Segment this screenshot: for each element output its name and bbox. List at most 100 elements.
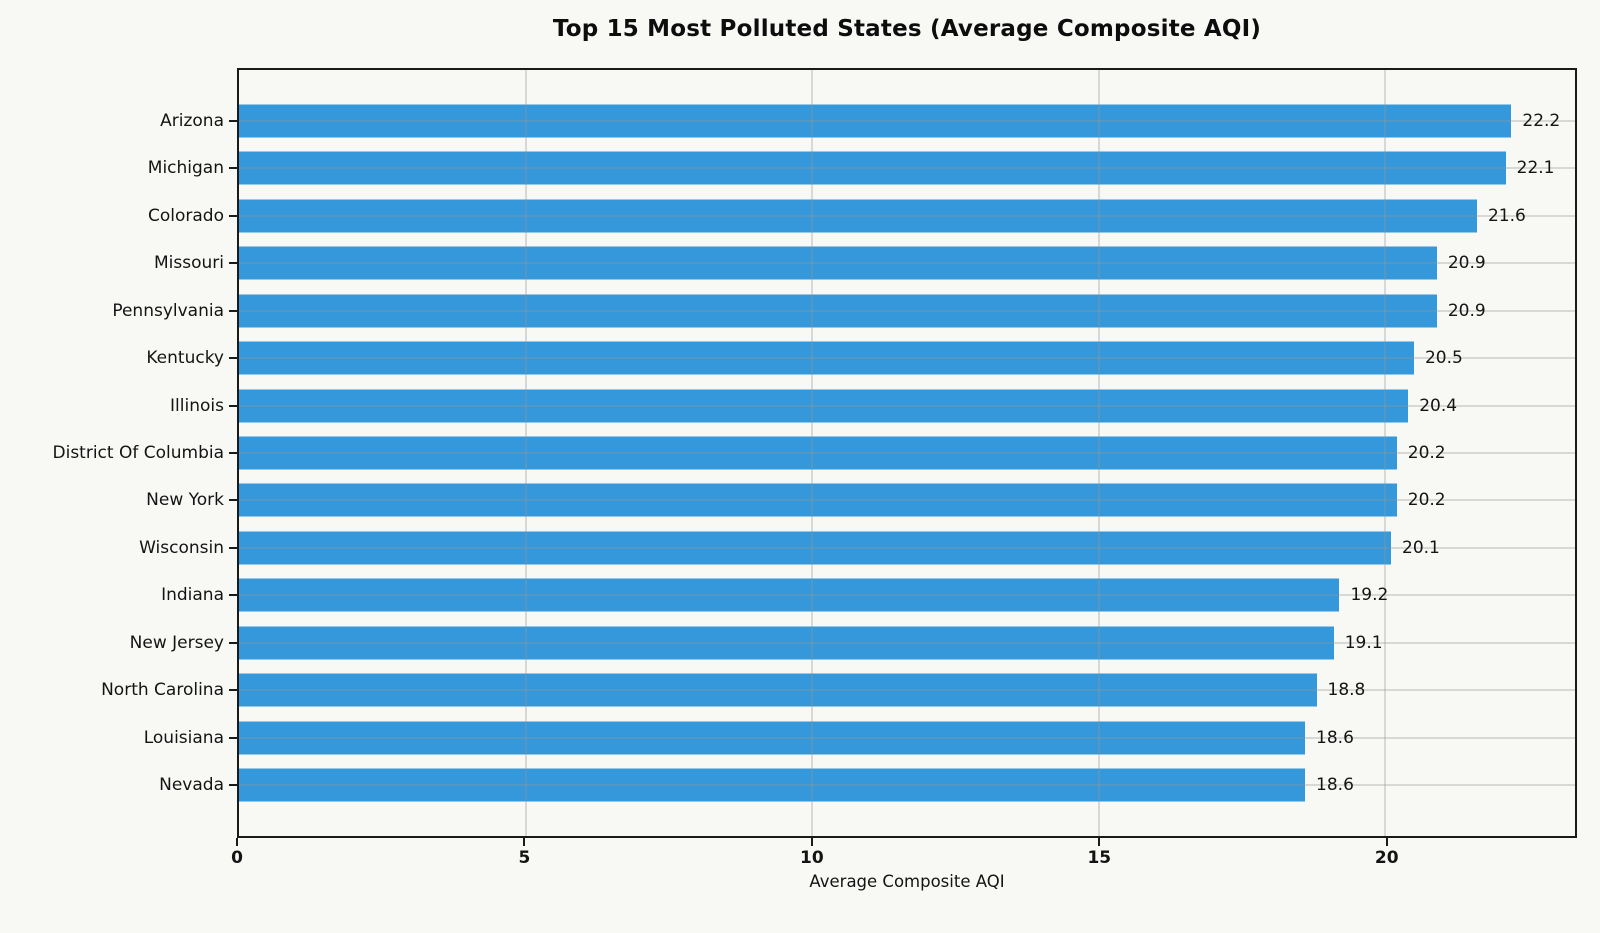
bar-row: Nevada 18.6 <box>159 762 1575 809</box>
bar-rows-container: Arizona 22.2 Michigan 22.1 Colorado 21.6… <box>53 70 1575 836</box>
horizontal-gridline <box>239 262 1575 265</box>
x-axis: 0 5 10 15 20 <box>231 838 1577 878</box>
bar-value-label: 18.6 <box>1316 727 1354 748</box>
bar-value-label: 20.2 <box>1407 443 1446 464</box>
bar <box>239 104 1512 138</box>
y-axis-category-label: Indiana <box>161 585 224 606</box>
y-axis-tick-mark <box>229 214 237 217</box>
y-axis-category-label: North Carolina <box>101 680 224 701</box>
horizontal-gridline <box>239 689 1575 692</box>
y-axis-category-label: Wisconsin <box>139 537 224 558</box>
bar-value-label: 20.1 <box>1402 537 1440 558</box>
x-axis-tick-mark <box>810 838 813 846</box>
y-axis-category-label: New York <box>146 490 224 511</box>
bar-value-label: 20.4 <box>1419 395 1458 416</box>
y-axis-tick-mark <box>229 784 237 787</box>
y-axis-tick-mark <box>229 546 237 549</box>
y-axis-tick-mark <box>229 452 237 455</box>
y-axis-category-label: Louisiana <box>143 727 224 748</box>
x-axis-tick-label: 15 <box>1087 848 1112 868</box>
y-axis-category-label: Missouri <box>154 253 224 274</box>
y-axis-category-label: New Jersey <box>129 632 224 653</box>
y-axis-category-label: Pennsylvania <box>112 300 224 321</box>
x-axis-tick-mark <box>1385 838 1388 846</box>
y-axis-category-label: Michigan <box>147 158 224 179</box>
x-axis-tick-label: 10 <box>800 848 824 868</box>
y-axis-tick-mark <box>229 499 237 502</box>
y-axis-tick-mark <box>229 309 237 312</box>
bar-row: Louisiana 18.6 <box>144 714 1575 761</box>
vertical-gridline <box>1097 70 1100 836</box>
y-axis-tick-mark <box>229 357 237 360</box>
horizontal-gridline <box>239 452 1575 455</box>
bar-row: Michigan 22.1 <box>148 144 1575 191</box>
plot-area: Arizona 22.2 Michigan 22.1 Colorado 21.6… <box>53 68 1577 838</box>
bar-row: Indiana 19.2 <box>161 572 1575 619</box>
x-axis-tick-label: 20 <box>1374 848 1399 868</box>
bar-row: Wisconsin 20.1 <box>139 524 1575 571</box>
bar-row: North Carolina 18.8 <box>101 667 1575 714</box>
y-axis-category-label: Kentucky <box>146 348 224 369</box>
horizontal-gridline <box>239 641 1575 644</box>
y-axis-category-label: Nevada <box>159 775 224 796</box>
bar-value-label: 20.5 <box>1424 348 1463 369</box>
y-axis-tick-mark <box>229 167 237 170</box>
bar-value-label: 18.6 <box>1316 775 1354 796</box>
vertical-gridline <box>524 70 527 836</box>
vertical-gridline <box>811 70 814 836</box>
horizontal-gridline <box>239 214 1575 217</box>
bar <box>239 721 1306 755</box>
bar <box>239 626 1334 660</box>
x-axis-label: Average Composite AQI <box>809 872 1005 891</box>
bar-row: Kentucky 20.5 <box>146 334 1575 381</box>
bar-row: District Of Columbia 20.2 <box>53 429 1575 476</box>
horizontal-gridline <box>239 309 1575 312</box>
y-axis-category-label: Colorado <box>148 205 224 226</box>
bar-value-label: 21.6 <box>1487 205 1526 226</box>
horizontal-gridline <box>239 167 1575 170</box>
bar-value-label: 20.9 <box>1447 253 1486 274</box>
horizontal-gridline <box>239 736 1575 739</box>
bar <box>239 768 1306 802</box>
bar <box>239 483 1397 517</box>
bar-value-label: 22.1 <box>1516 158 1555 179</box>
x-axis-tick-mark <box>1098 838 1101 846</box>
y-axis-tick-mark <box>229 689 237 692</box>
bar <box>239 531 1392 565</box>
horizontal-gridline <box>239 546 1575 549</box>
y-axis-tick-mark <box>229 262 237 265</box>
bar-value-label: 19.2 <box>1350 585 1389 606</box>
bar <box>239 246 1437 280</box>
y-axis-tick-mark <box>229 736 237 739</box>
bar <box>239 294 1437 328</box>
bar <box>239 199 1477 233</box>
bar-row: Pennsylvania 20.9 <box>112 287 1575 334</box>
horizontal-gridline <box>239 357 1575 360</box>
bar <box>239 578 1340 612</box>
bar <box>239 151 1506 185</box>
horizontal-gridline <box>239 784 1575 787</box>
bar-row: Illinois 20.4 <box>170 382 1575 429</box>
bar-value-label: 22.2 <box>1522 110 1561 131</box>
y-axis-tick-mark <box>229 594 237 597</box>
bar <box>239 436 1397 470</box>
y-axis-tick-mark <box>229 641 237 644</box>
x-axis-tick-label: 0 <box>231 848 243 868</box>
x-axis-tick-mark <box>236 838 238 846</box>
horizontal-gridline <box>239 499 1575 502</box>
bar <box>239 673 1317 707</box>
bar-row: Missouri 20.9 <box>154 239 1575 286</box>
y-axis-category-label: Illinois <box>170 395 224 416</box>
bar-value-label: 20.2 <box>1407 490 1446 511</box>
bar-row: New Jersey 19.1 <box>130 619 1575 666</box>
y-axis-category-label: District Of Columbia <box>52 443 225 464</box>
y-axis-tick-mark <box>229 119 237 122</box>
x-axis-tick-mark <box>523 838 526 846</box>
bar <box>239 341 1414 375</box>
bar-row: Colorado 21.6 <box>148 192 1575 239</box>
y-axis-category-label: Arizona <box>160 110 224 131</box>
bar-value-label: 20.9 <box>1447 300 1486 321</box>
bar-row: New York 20.2 <box>146 477 1575 524</box>
x-axis-tick-label: 5 <box>518 848 531 868</box>
